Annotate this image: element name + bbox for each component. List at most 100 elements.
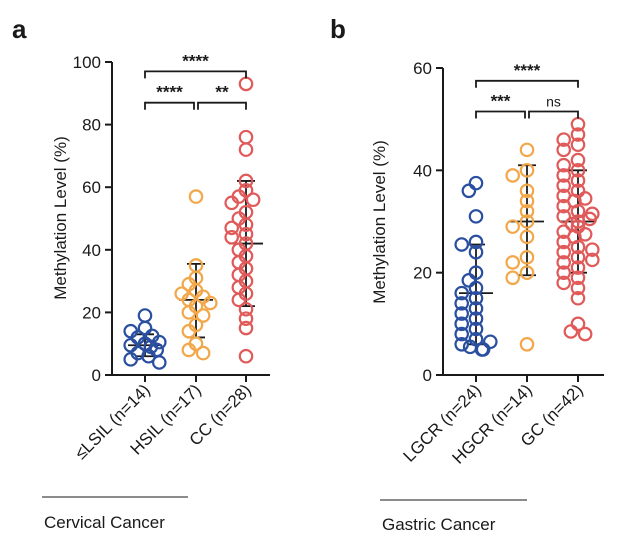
data-point	[519, 229, 535, 245]
y-tick-label-60: 60	[413, 59, 432, 78]
data-point	[570, 316, 586, 332]
data-point	[519, 183, 535, 199]
data-point	[195, 345, 211, 361]
y-tick-label-0: 0	[423, 366, 432, 385]
panel-b-y-ticks: 0 20 40 60	[413, 59, 443, 385]
data-point	[519, 203, 535, 219]
data-point	[570, 260, 586, 275]
data-point	[519, 142, 535, 158]
data-point	[123, 352, 138, 367]
data-point	[238, 76, 254, 92]
panel-a-group-label: Cervical Cancer	[44, 513, 165, 532]
data-point	[141, 348, 156, 364]
data-point	[570, 270, 586, 286]
panel-b-significance: ******* ns	[475, 61, 579, 119]
significance-bracket	[528, 110, 579, 119]
significance-bracket	[144, 101, 195, 110]
significance-bracket	[475, 79, 579, 88]
data-point	[556, 132, 571, 147]
data-point	[461, 273, 477, 288]
data-point	[505, 219, 520, 234]
data-point	[505, 270, 520, 286]
data-point	[519, 250, 535, 265]
data-point	[556, 275, 571, 291]
data-point	[519, 265, 535, 280]
data-point	[181, 305, 197, 320]
data-point	[556, 244, 571, 260]
panel-b: b Methylation Level (%) 0 20 40 60 ******* n…	[330, 14, 604, 534]
panel-a-significance: ******** **	[144, 51, 247, 110]
data-point	[468, 301, 484, 316]
panel-b-y-axis-title: Methylation Level (%)	[370, 140, 389, 303]
data-point	[188, 189, 204, 204]
y-tick-label-80: 80	[82, 116, 101, 135]
y-tick-label-40: 40	[413, 161, 432, 180]
data-point	[468, 265, 484, 280]
data-point	[584, 252, 600, 268]
significance-label: ****	[182, 51, 209, 70]
y-tick-label-100: 100	[73, 53, 101, 72]
data-point	[181, 323, 197, 339]
data-point	[468, 321, 484, 337]
data-point	[570, 137, 586, 153]
panel-b-axes	[442, 68, 604, 382]
panel-a-categories: ≤LSIL (n=14)HSIL (n=17)CC (n=28)	[71, 380, 255, 463]
panel-b-group-label: Gastric Cancer	[382, 515, 496, 534]
data-point	[454, 336, 469, 352]
data-point	[505, 168, 520, 183]
data-point	[468, 280, 484, 296]
data-point	[224, 195, 239, 211]
data-point	[454, 326, 469, 342]
data-point	[238, 173, 254, 189]
data-point	[519, 214, 535, 229]
data-point	[556, 168, 571, 183]
data-point	[519, 336, 535, 352]
data-point	[461, 183, 477, 199]
y-tick-label-20: 20	[82, 303, 101, 322]
significance-label: ****	[156, 83, 183, 102]
panel-b-points	[454, 116, 600, 357]
data-point	[570, 290, 586, 306]
data-point	[519, 163, 535, 178]
data-point	[563, 324, 579, 339]
data-point	[238, 320, 254, 336]
data-point	[224, 229, 239, 245]
significance-bracket	[144, 70, 247, 79]
data-point	[570, 127, 586, 142]
data-point	[570, 250, 586, 265]
data-point	[570, 203, 586, 219]
data-point	[584, 242, 600, 257]
data-point	[224, 220, 239, 236]
data-point	[454, 285, 469, 301]
data-point	[245, 192, 261, 208]
panel-b-categories: LGCR (n=24)HGCR (n=14)GC (n=42)	[400, 380, 587, 467]
data-point	[181, 342, 197, 358]
data-point	[238, 129, 254, 145]
data-point	[454, 296, 469, 311]
data-point	[468, 209, 484, 224]
data-point	[468, 175, 484, 191]
data-point	[238, 142, 254, 157]
data-point	[570, 280, 586, 296]
data-point	[505, 255, 520, 270]
data-point	[556, 234, 571, 250]
data-point	[238, 311, 254, 326]
data-point	[570, 163, 586, 178]
data-point	[556, 157, 571, 173]
data-point	[195, 308, 211, 323]
data-point	[238, 226, 254, 242]
data-point	[468, 234, 484, 250]
data-point	[556, 142, 571, 158]
data-point	[474, 342, 490, 357]
data-point	[137, 308, 153, 323]
data-point	[556, 178, 571, 193]
panel-a-y-ticks: 0 20 40 60 80 100	[73, 53, 112, 385]
data-point	[238, 301, 254, 317]
panel-b-letter: b	[330, 14, 346, 44]
data-point	[468, 244, 484, 260]
y-tick-label-20: 20	[413, 264, 432, 283]
data-point	[238, 348, 254, 364]
data-point	[137, 320, 153, 336]
